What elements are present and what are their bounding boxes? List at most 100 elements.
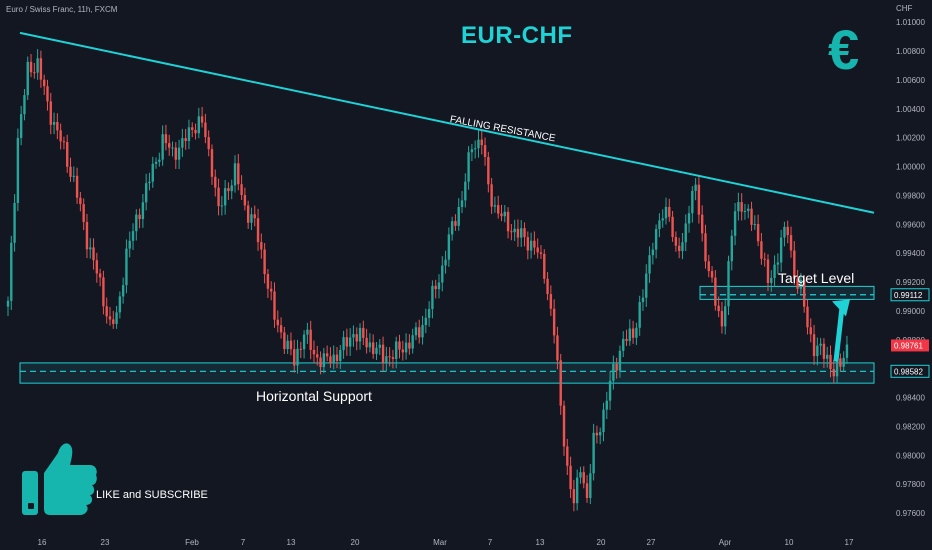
time-tick-label: Mar <box>433 538 447 547</box>
candle-body <box>335 354 339 361</box>
candle-body <box>681 242 684 252</box>
candle-body <box>424 317 428 326</box>
candle-body <box>118 296 122 313</box>
candle-body <box>822 343 826 359</box>
candle-body <box>246 205 250 223</box>
candle-body <box>717 305 720 312</box>
candle-body <box>293 349 296 366</box>
candle-body <box>75 175 79 198</box>
projection-arrow-head <box>832 299 850 317</box>
price-tick-label: 0.98000 <box>896 451 925 460</box>
time-tick-label: 13 <box>536 538 545 547</box>
time-tick-label: 27 <box>647 538 656 547</box>
candle-body <box>82 204 85 223</box>
candle-body <box>161 134 164 160</box>
candle-body <box>819 343 822 346</box>
candle-body <box>467 152 470 182</box>
euro-icon: € <box>828 18 860 81</box>
candle-body <box>654 229 658 250</box>
candle-body <box>750 208 753 225</box>
candle-body <box>46 86 49 102</box>
candle-body <box>533 240 536 248</box>
candle-body <box>418 327 421 338</box>
candle-body <box>549 294 553 309</box>
price-tag-label: 0.98582 <box>894 367 923 376</box>
candle-body <box>138 214 141 220</box>
candle-body <box>779 237 783 263</box>
candle-body <box>378 344 381 348</box>
candle-body <box>454 221 457 226</box>
candle-body <box>273 291 276 320</box>
candle-body <box>730 235 733 262</box>
candle-body <box>747 208 750 212</box>
candle-body <box>309 329 312 350</box>
price-tick-label: 1.00000 <box>896 163 925 172</box>
candle-body <box>72 175 75 177</box>
candle-body <box>197 116 201 134</box>
candle-body <box>49 101 52 125</box>
candle-body <box>401 349 404 353</box>
candle-body <box>398 341 401 350</box>
price-tick-label: 1.00200 <box>896 134 925 143</box>
price-tick-label: 0.98200 <box>896 422 925 431</box>
candle-body <box>704 233 707 262</box>
symbol-info: Euro / Swiss Franc, 11h, FXCM <box>6 5 118 14</box>
candle-body <box>770 277 773 283</box>
price-tick-label: 0.98400 <box>896 394 925 403</box>
candle-body <box>220 205 224 207</box>
thumbs-up-icon <box>22 443 97 515</box>
candle-body <box>526 237 530 251</box>
price-tick-label: 0.97800 <box>896 480 925 489</box>
candle-body <box>112 319 115 324</box>
candle-body <box>460 200 464 207</box>
target-level-label: Target Level <box>778 270 855 286</box>
candle-body <box>151 163 154 182</box>
candle-body <box>575 477 579 504</box>
candle-body <box>661 218 664 221</box>
candle-body <box>710 271 714 278</box>
candle-body <box>503 211 506 217</box>
price-tick-label: 0.99800 <box>896 191 925 200</box>
candle-body <box>227 188 230 192</box>
candle-body <box>263 249 266 274</box>
candle-body <box>395 341 398 359</box>
candle-body <box>845 344 849 358</box>
candle-body <box>102 277 105 307</box>
candle-body <box>506 211 510 232</box>
candle-body <box>622 338 625 351</box>
time-tick-label: 23 <box>101 538 110 547</box>
projection-arrow-shaft <box>833 307 845 362</box>
candle-body <box>375 347 378 354</box>
candle-body <box>148 181 151 184</box>
candle-body <box>789 235 793 251</box>
candle-body <box>348 337 352 347</box>
candle-body <box>641 297 645 303</box>
candle-body <box>325 353 329 357</box>
candle-body <box>608 380 612 401</box>
candle-body <box>121 285 125 297</box>
candle-body <box>158 159 161 162</box>
candle-body <box>457 206 460 226</box>
price-tick-label: 1.00400 <box>896 105 925 114</box>
candle-body <box>437 282 441 290</box>
price-tag-label: 0.99112 <box>894 291 923 300</box>
candle-body <box>299 348 303 350</box>
candle-body <box>381 344 385 364</box>
candle-body <box>187 127 191 141</box>
candle-body <box>365 337 368 348</box>
candle-body <box>599 432 602 436</box>
candle-body <box>79 197 82 205</box>
candle-body <box>753 224 757 226</box>
time-tick-label: 20 <box>597 538 606 547</box>
candle-body <box>289 340 293 350</box>
candle-body <box>497 205 500 214</box>
candle-body <box>316 354 319 358</box>
candle-body <box>411 335 414 349</box>
candle-body <box>602 409 605 433</box>
candle-body <box>168 143 171 148</box>
price-tick-label: 0.99400 <box>896 249 925 258</box>
candle-body <box>582 472 585 484</box>
candle-body <box>605 400 608 410</box>
